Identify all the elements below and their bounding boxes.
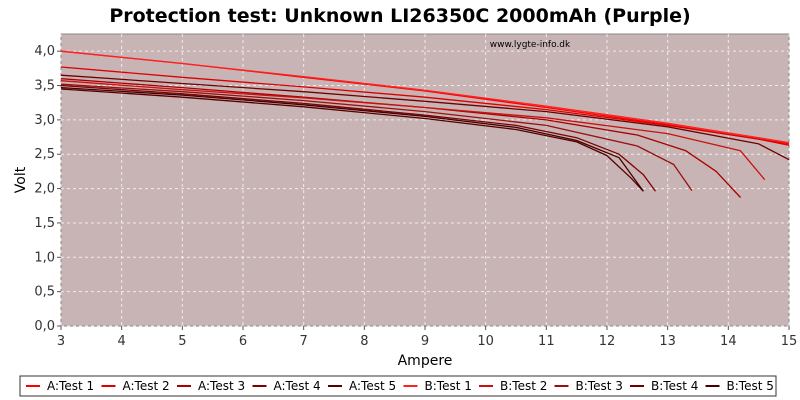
legend-label: B:Test 4 — [651, 379, 698, 393]
x-tick-label: 5 — [178, 334, 186, 349]
legend-label: A:Test 1 — [47, 379, 94, 393]
x-tick-label: 3 — [57, 334, 65, 349]
y-tick-label: 2,5 — [34, 147, 55, 162]
y-tick-label: 3,0 — [34, 113, 55, 128]
series-line — [60, 78, 741, 198]
x-tick-label: 13 — [659, 334, 676, 349]
legend-label: A:Test 3 — [198, 379, 245, 393]
x-tick-label: 7 — [300, 334, 308, 349]
x-tick-label: 14 — [720, 334, 737, 349]
legend-label: B:Test 5 — [727, 379, 774, 393]
legend — [19, 375, 777, 397]
series-line — [60, 50, 790, 144]
x-axis: 3 4 5 6 7 8 9 10 11 12 13 14 15 — [57, 326, 797, 349]
y-tick-label: 0,0 — [34, 319, 55, 334]
y-tick-label: 1,0 — [34, 250, 55, 265]
y-tick-label: 2,0 — [34, 182, 55, 197]
watermark: www.lygte-info.dk — [490, 40, 571, 50]
legend-label: B:Test 3 — [576, 379, 623, 393]
series-line — [60, 88, 644, 192]
y-axis: 0,0 0,5 1,0 1,5 2,0 2,5 3,0 3,5 4,0 — [34, 44, 61, 334]
x-axis-label: Ampere — [398, 353, 453, 369]
y-tick-label: 1,5 — [34, 216, 55, 231]
x-tick-label: 4 — [118, 334, 126, 349]
y-tick-label: 4,0 — [34, 44, 55, 59]
series-line — [60, 66, 790, 146]
y-axis-label: Volt — [13, 166, 29, 193]
legend-label: B:Test 1 — [425, 379, 472, 393]
legend-label: A:Test 2 — [123, 379, 170, 393]
series-line — [60, 86, 644, 192]
x-tick-label: 8 — [360, 334, 368, 349]
series-line — [60, 83, 693, 191]
y-tick-label: 3,5 — [34, 79, 55, 94]
y-tick-label: 0,5 — [34, 285, 55, 300]
series-line — [60, 84, 657, 192]
x-tick-label: 6 — [239, 334, 247, 349]
legend-label: B:Test 2 — [500, 379, 547, 393]
legend-items: A:Test 1 A:Test 2 A:Test 3 A:Test 4 A:Test 5… — [26, 379, 774, 393]
x-tick-label: 11 — [538, 334, 555, 349]
x-tick-label: 9 — [421, 334, 429, 349]
series-line — [60, 80, 766, 181]
legend-label: A:Test 4 — [274, 379, 321, 393]
x-tick-label: 12 — [599, 334, 616, 349]
x-tick-label: 10 — [477, 334, 494, 349]
series-line — [60, 74, 790, 161]
x-tick-label: 15 — [781, 334, 798, 349]
legend-label: A:Test 5 — [349, 379, 396, 393]
chart-title: Protection test: Unknown LI26350C 2000mA… — [109, 5, 690, 27]
series-lines — [60, 50, 790, 198]
